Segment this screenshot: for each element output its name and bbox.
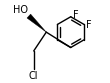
Polygon shape [27, 14, 46, 32]
Text: Cl: Cl [29, 71, 38, 81]
Text: F: F [73, 10, 78, 20]
Text: F: F [86, 20, 92, 30]
Text: HO: HO [13, 5, 28, 15]
